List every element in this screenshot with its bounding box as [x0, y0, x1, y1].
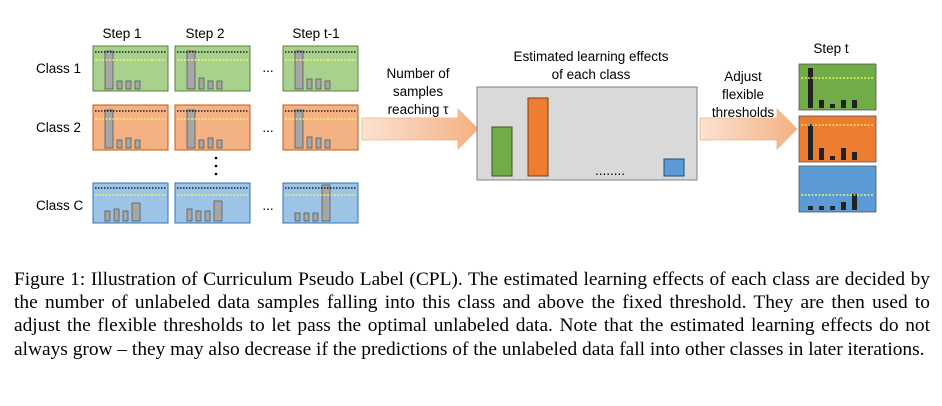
- mini-bar: [113, 208, 120, 222]
- mini-bar: [116, 139, 123, 149]
- ellipsis-row-1: ...: [262, 60, 273, 75]
- mini-bar: [131, 202, 141, 222]
- mini-bar: [306, 136, 313, 149]
- step-label-2: Step 2: [185, 26, 224, 41]
- step-label-1: Step 1: [102, 26, 141, 41]
- step-t-bar: [852, 194, 857, 210]
- mini-bar: [213, 200, 223, 222]
- mini-bar: [294, 212, 301, 222]
- step-t-panels: [798, 63, 877, 213]
- mini-panel-row2-col1: [92, 104, 169, 151]
- mini-panel-row2-col3: [282, 104, 359, 151]
- mini-bar: [321, 184, 331, 222]
- mini-panel-row1-col3: [282, 45, 359, 92]
- arrow-to-adjusted-thresholds: [699, 108, 798, 150]
- mini-bar: [195, 210, 202, 222]
- mini-bar: [198, 77, 205, 90]
- mini-bar: [134, 139, 141, 149]
- mini-bar: [216, 139, 223, 149]
- mini-bar: [306, 78, 313, 90]
- cpl-illustration-figure: Step 1 Step 2 Step t-1 Class 1 Class 2 C…: [36, 26, 877, 224]
- mini-bar: [207, 137, 214, 149]
- effect-bar-class-c: [663, 158, 685, 177]
- step-t-bar: [830, 104, 835, 108]
- mini-bar: [186, 50, 196, 90]
- step-t-bar: [841, 148, 846, 160]
- mini-bar: [125, 137, 132, 149]
- mini-panel-background: [174, 182, 251, 224]
- step-t-bar: [830, 206, 835, 210]
- step-t-panel-class-1: [798, 63, 877, 111]
- arrow1-text-line1: Number of: [386, 66, 449, 81]
- step-t-bar: [841, 100, 846, 108]
- mini-bar: [204, 210, 211, 222]
- step-t-bar: [852, 100, 857, 108]
- mini-panel-row3-col2: [174, 182, 251, 224]
- arrow2-text-line3: thresholds: [712, 105, 775, 120]
- figure-caption: Figure 1: Illustration of Curriculum Pse…: [14, 269, 930, 360]
- vertical-ellipsis: [214, 156, 218, 176]
- mini-bar: [216, 80, 223, 90]
- mini-bar: [315, 78, 322, 90]
- mini-bar: [324, 139, 331, 149]
- step-t-bar: [808, 124, 813, 160]
- mini-panel-row2-col2: [174, 104, 251, 151]
- mini-bar: [324, 80, 331, 90]
- mini-bar: [104, 210, 111, 222]
- arrow-to-estimated-effects: [361, 108, 479, 150]
- arrow2-text-line2: flexible: [722, 87, 764, 102]
- mini-bar: [294, 109, 304, 149]
- step-t-label: Step t: [813, 41, 849, 56]
- step-t-bar: [808, 206, 813, 210]
- mini-bar: [104, 50, 114, 90]
- mini-bar: [312, 212, 319, 222]
- mini-panel-row3-col3: [282, 182, 359, 224]
- class-step-panels: [92, 45, 359, 224]
- mini-bar: [116, 80, 123, 90]
- middle-dots: ........: [595, 163, 625, 178]
- mini-panel-row1-col2: [174, 45, 251, 92]
- step-t-bar: [808, 68, 813, 108]
- arrow1-text-line2: samples: [393, 84, 444, 99]
- mini-panel-row1-col1: [92, 45, 169, 92]
- ellipsis-row-c: ...: [262, 198, 273, 213]
- mini-bar: [294, 50, 304, 90]
- mini-panel-row3-col1: [92, 182, 169, 224]
- step-t-bar: [819, 148, 824, 160]
- step-t-bar: [852, 152, 857, 160]
- mini-bar: [125, 80, 132, 90]
- mini-bar: [315, 137, 322, 149]
- arrow1-text-line3: reaching τ: [388, 102, 450, 117]
- ellipsis-row-2: ...: [262, 120, 273, 135]
- step-t-bar: [830, 156, 835, 160]
- step-t-panel-background: [798, 165, 877, 213]
- mini-bar: [186, 208, 193, 222]
- class-label-2: Class 2: [36, 120, 81, 135]
- step-t-panel-class-2: [798, 115, 877, 163]
- mini-bar: [303, 212, 310, 222]
- middle-title-line1: Estimated learning effects: [513, 49, 668, 64]
- mini-bar: [134, 80, 141, 90]
- mini-bar: [198, 139, 205, 149]
- middle-title-line2: of each class: [552, 67, 631, 82]
- step-t-panel-class-c: [798, 165, 877, 213]
- effect-bar-class-1: [491, 126, 513, 177]
- step-label-t-1: Step t-1: [292, 26, 339, 41]
- step-t-bar: [819, 100, 824, 108]
- arrow2-text-line1: Adjust: [724, 69, 762, 84]
- effect-bar-class-2: [527, 97, 549, 177]
- mini-bar: [207, 80, 214, 90]
- mini-panel-background: [92, 182, 169, 224]
- step-t-bar: [841, 202, 846, 210]
- step-t-bar: [819, 206, 824, 210]
- estimated-effects-box: [476, 86, 698, 181]
- mini-panel-background: [282, 182, 359, 224]
- mini-bar: [122, 210, 129, 222]
- class-label-1: Class 1: [36, 61, 81, 76]
- mini-bar: [186, 109, 196, 149]
- class-label-c: Class C: [36, 198, 84, 213]
- mini-bar: [104, 109, 114, 149]
